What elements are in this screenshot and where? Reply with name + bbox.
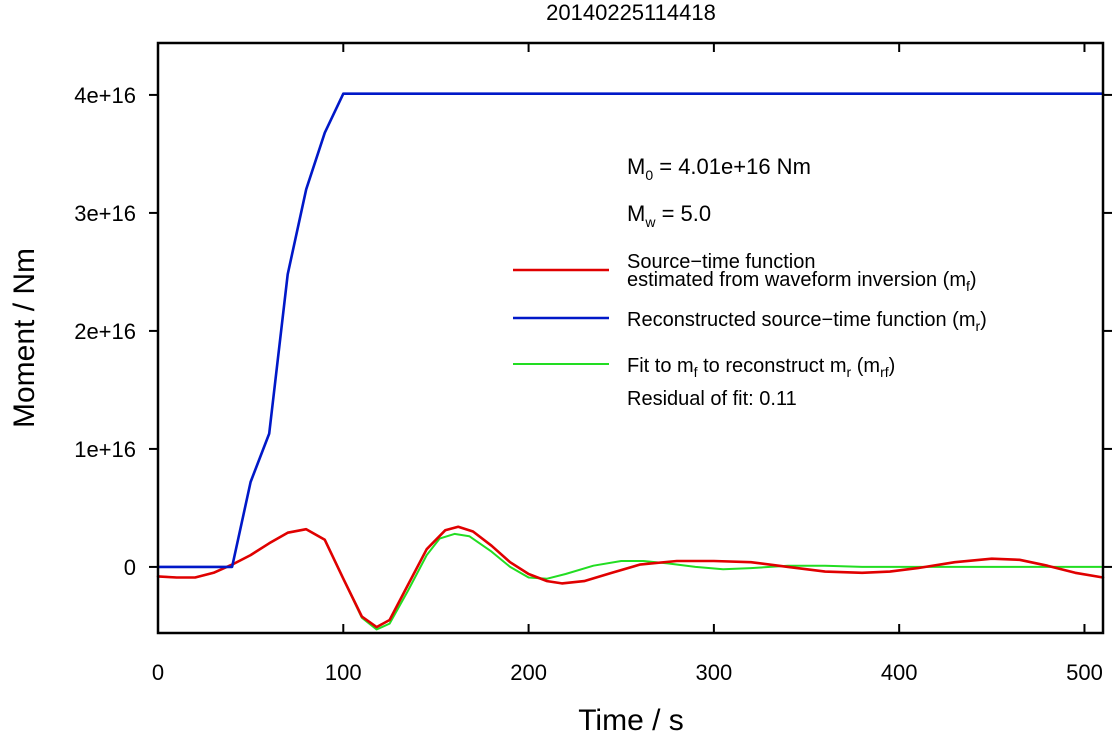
legend-label-source-time-function-line2: estimated from waveform inversion (mf) — [627, 269, 977, 294]
plot-frame — [156, 41, 1105, 635]
x-tick-label: 400 — [881, 660, 918, 685]
legend: Source−time function estimated from wave… — [513, 251, 987, 410]
y-tick-label: 3e+16 — [74, 201, 136, 226]
y-tick-label: 2e+16 — [74, 319, 136, 344]
y-tick-label: 1e+16 — [74, 437, 136, 462]
y-axis-title: Moment / Nm — [8, 248, 41, 428]
x-tick-label: 500 — [1066, 660, 1103, 685]
y-tick-label: 4e+16 — [74, 83, 136, 108]
residual-annotation: Residual of fit: 0.11 — [627, 388, 797, 410]
x-axis-title: Time / s — [578, 704, 684, 734]
legend-label-fit: Fit to mf to reconstruct mr (mrf) — [627, 355, 895, 380]
legend-label-source-time-function-line1: Source−time function — [627, 251, 815, 273]
legend-label-reconstructed: Reconstructed source−time function (mr) — [627, 309, 987, 334]
series-source-time-function — [156, 525, 1105, 629]
moment-magnitude-annotation: Mw = 5.0 — [627, 201, 711, 230]
chart-title: 20140225114418 — [546, 0, 716, 25]
series-fit — [157, 528, 1104, 631]
series-reconstructed — [156, 92, 1105, 569]
seismic-moment-annotation: M0 = 4.01e+16 Nm — [627, 154, 811, 183]
series-layer — [156, 92, 1105, 631]
y-tick-label: 0 — [124, 555, 136, 580]
axis-ticks: 0 100 200 300 400 500 0 1e+16 2e+16 3e+16 4e+16 — [74, 43, 1112, 685]
x-tick-label: 300 — [696, 660, 733, 685]
x-tick-label: 0 — [152, 660, 164, 685]
x-tick-label: 100 — [325, 660, 362, 685]
x-tick-label: 200 — [510, 660, 547, 685]
